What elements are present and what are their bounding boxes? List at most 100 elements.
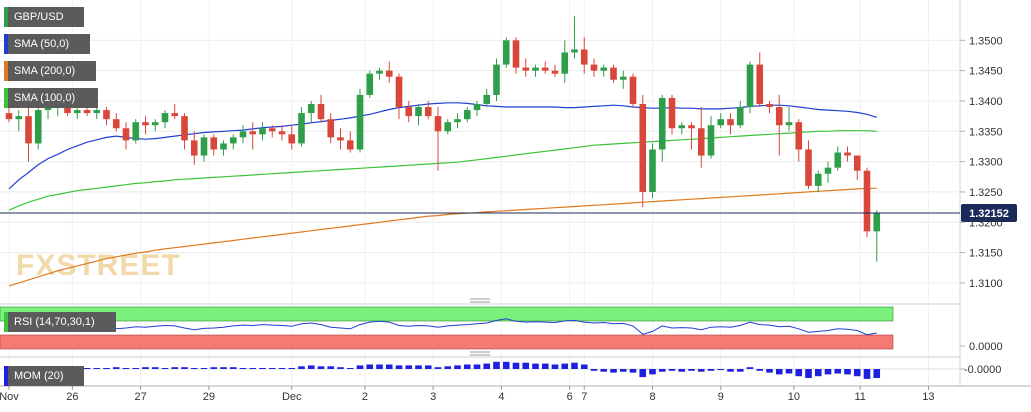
candle-body: [727, 119, 734, 126]
x-tick-label: 11: [854, 391, 865, 403]
candle: [151, 119, 159, 132]
candle-body: [307, 104, 315, 114]
mom-bar: [561, 363, 569, 369]
candle-body: [834, 152, 842, 168]
candle: [25, 107, 32, 162]
candle: [532, 64, 539, 77]
candle-body: [473, 104, 481, 111]
candle-body: [93, 110, 101, 114]
candle: [502, 37, 510, 68]
candle: [463, 107, 471, 123]
legend-sma200[interactable]: SMA (200,0): [4, 61, 96, 81]
legend-sma100[interactable]: SMA (100,0): [4, 88, 98, 108]
candle: [239, 125, 247, 144]
candle-layer: [5, 16, 881, 262]
candle-body: [434, 116, 442, 132]
candle-body: [5, 113, 13, 120]
candle-body: [551, 70, 559, 74]
candle-body: [493, 64, 500, 95]
candle: [873, 210, 881, 262]
candle: [307, 100, 315, 123]
mom-bar: [493, 361, 500, 369]
candle: [697, 107, 705, 168]
candle-body: [571, 49, 578, 53]
mom-bar: [151, 367, 159, 369]
x-tick-label: 2: [362, 391, 368, 403]
y-tick-label: 1.3300: [969, 157, 1003, 169]
mom-bar: [629, 369, 637, 373]
legend-sma50-swatch: [4, 34, 8, 54]
candle: [853, 155, 861, 180]
mom-bar: [142, 367, 149, 369]
legend-rsi[interactable]: RSI (14,70,30,1): [4, 312, 116, 332]
candle: [639, 94, 647, 208]
candle-body: [405, 107, 413, 117]
candle-body: [590, 64, 598, 71]
candle-body: [34, 110, 42, 144]
y-tick-label: 1.3200: [969, 217, 1003, 229]
candle: [415, 104, 422, 126]
legend-rsi-swatch: [4, 312, 8, 332]
candle: [249, 122, 257, 150]
candle-body: [268, 128, 276, 132]
candle-body: [688, 125, 695, 129]
candle: [756, 52, 764, 108]
candle: [171, 104, 179, 120]
mom-bar: [844, 369, 851, 375]
candle-body: [288, 134, 296, 144]
panel-splitter-1[interactable]: [470, 298, 490, 303]
candle: [220, 140, 227, 156]
candle: [580, 37, 588, 74]
sma50-line: [8, 102, 877, 190]
panel-splitter-2[interactable]: [470, 351, 490, 356]
y-tick-label: 1.3100: [969, 278, 1003, 290]
candle-body: [746, 64, 754, 108]
mom-bar: [707, 369, 715, 371]
candle-body: [366, 73, 374, 95]
candle-body: [502, 40, 510, 65]
candle: [590, 58, 598, 77]
legend-mom[interactable]: MOM (20): [4, 366, 84, 386]
candle-body: [298, 113, 305, 144]
sma100-line: [8, 130, 877, 211]
x-tick-label: 13: [922, 391, 934, 403]
current-price-label: 1.32152: [969, 208, 1009, 220]
rsi-y-tick-label: 0.0000: [969, 341, 1003, 353]
brand-layer: FXSTREET: [16, 249, 180, 282]
candle: [278, 125, 286, 141]
mom-bar: [727, 369, 734, 372]
candle: [112, 113, 120, 132]
mom-bar: [434, 367, 442, 369]
legend-sma50[interactable]: SMA (50,0): [4, 34, 90, 54]
candle: [385, 61, 393, 83]
mom-bar: [122, 368, 130, 369]
candle-body: [327, 119, 335, 138]
candle: [571, 16, 578, 59]
rsi-line: [8, 318, 877, 336]
candle-body: [181, 116, 188, 141]
mom-bar: [307, 365, 315, 369]
candle: [483, 88, 491, 108]
candle-body: [210, 137, 218, 150]
candle: [746, 61, 754, 114]
legend-gbpusd[interactable]: GBP/USD: [4, 7, 84, 27]
candle-body: [44, 107, 52, 111]
current-price-badge: [961, 204, 1017, 223]
candle-body: [756, 64, 764, 104]
candle-body: [649, 149, 656, 192]
candle: [395, 73, 403, 120]
candle-body: [844, 152, 851, 156]
y-tick-label: 1.3450: [969, 66, 1003, 78]
candle-body: [220, 143, 227, 150]
rsi-overbought-zone: [0, 306, 894, 322]
x-tick-label: 9: [718, 391, 724, 403]
candle: [736, 100, 744, 129]
mom-bar: [327, 366, 335, 369]
mom-bar: [337, 367, 344, 369]
mom-bar: [444, 366, 452, 369]
candle: [298, 107, 305, 147]
mom-bar: [590, 369, 598, 371]
mom-bar: [161, 368, 169, 369]
candle-body: [142, 122, 149, 126]
